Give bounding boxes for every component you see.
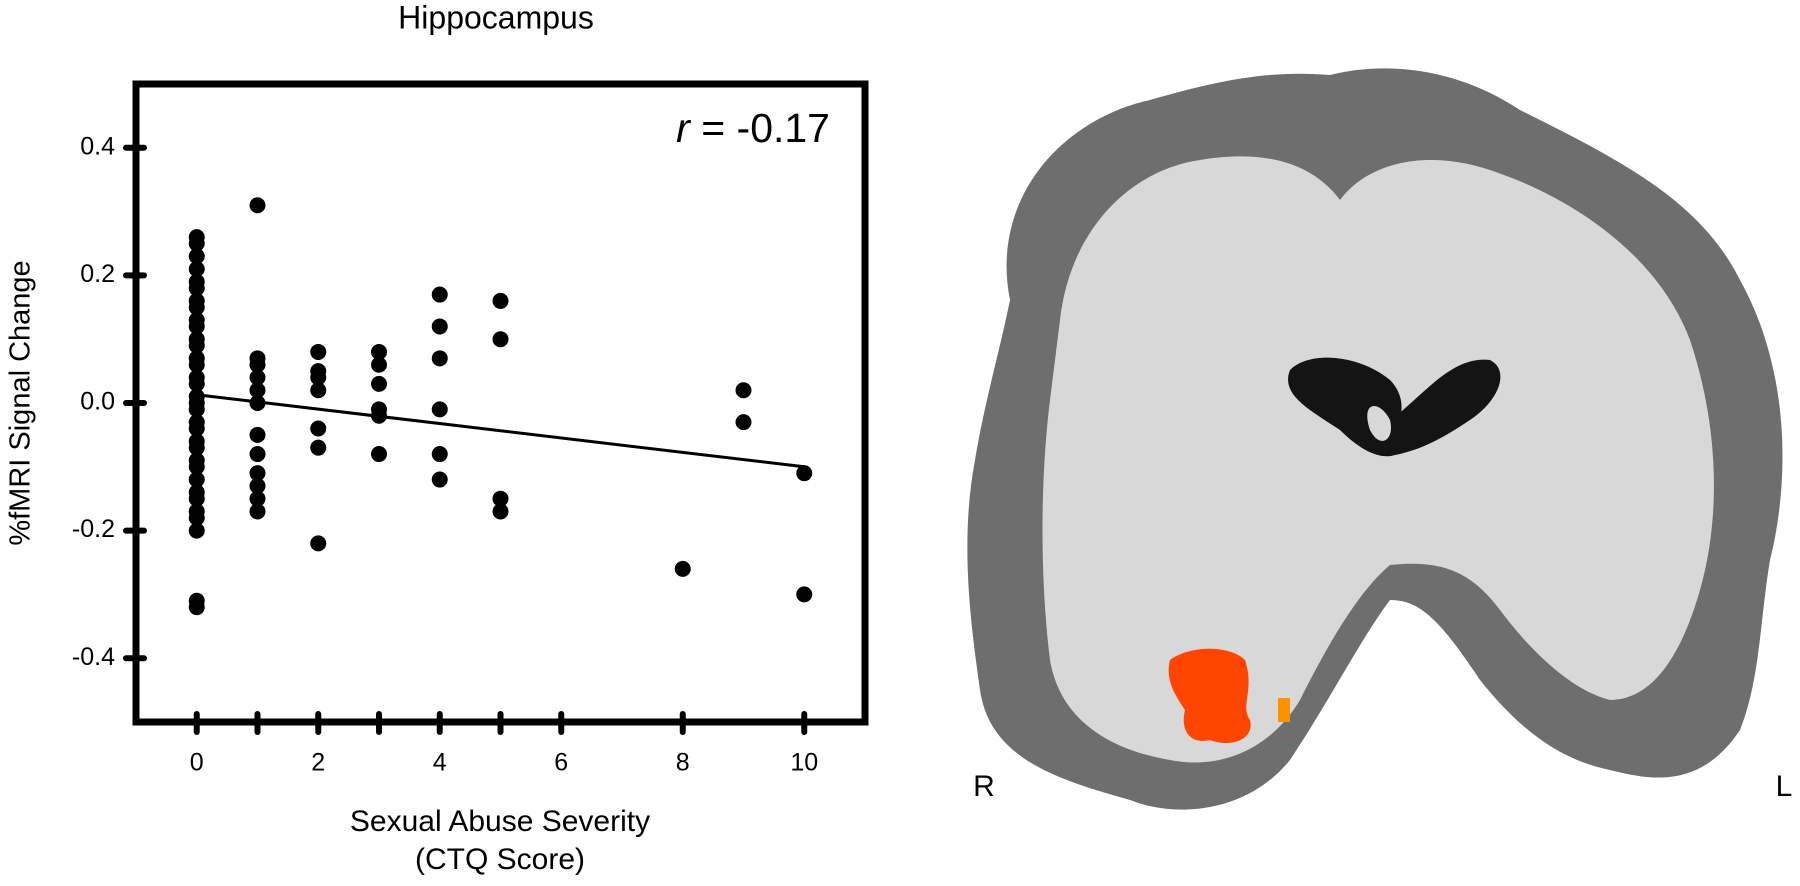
data-point bbox=[492, 292, 509, 309]
data-point bbox=[188, 509, 205, 526]
data-point bbox=[188, 280, 205, 297]
data-point bbox=[674, 560, 691, 577]
y-axis-label: %fMRI Signal Change bbox=[5, 260, 37, 545]
data-point bbox=[188, 458, 205, 475]
x-tick-label: 0 bbox=[190, 749, 204, 777]
y-tick-label: -0.4 bbox=[72, 643, 115, 671]
image-label: L bbox=[1776, 770, 1793, 803]
data-point bbox=[249, 446, 266, 463]
data-point bbox=[249, 465, 266, 482]
activation-cluster bbox=[1168, 648, 1251, 744]
x-tick-label: 10 bbox=[790, 749, 818, 777]
data-point bbox=[188, 318, 205, 335]
data-point bbox=[735, 414, 752, 431]
data-point bbox=[188, 261, 205, 278]
data-point bbox=[431, 446, 448, 463]
data-point bbox=[310, 369, 327, 386]
x-tick-label: 4 bbox=[433, 749, 447, 777]
data-point bbox=[735, 382, 752, 399]
plot-frame bbox=[132, 80, 869, 726]
y-tick-label: 0.4 bbox=[80, 132, 115, 160]
data-point bbox=[249, 426, 266, 443]
data-point bbox=[310, 439, 327, 456]
data-point bbox=[188, 401, 205, 418]
data-point bbox=[310, 382, 327, 399]
data-point bbox=[492, 490, 509, 507]
data-point bbox=[188, 490, 205, 507]
data-point bbox=[431, 318, 448, 335]
data-point bbox=[431, 286, 448, 303]
x-tick-label: 8 bbox=[676, 749, 690, 777]
chart-title: Hippocampus bbox=[398, 0, 594, 35]
data-point bbox=[796, 465, 813, 482]
data-point bbox=[492, 503, 509, 520]
brain-image: R L bbox=[967, 68, 1793, 810]
data-point bbox=[431, 471, 448, 488]
data-point bbox=[188, 471, 205, 488]
data-point bbox=[371, 446, 387, 463]
data-point bbox=[371, 356, 387, 373]
data-point bbox=[796, 586, 813, 603]
y-tick-label: 0.0 bbox=[80, 388, 115, 416]
data-point bbox=[431, 350, 448, 367]
data-point bbox=[310, 343, 327, 360]
data-point bbox=[188, 337, 205, 354]
ventricles bbox=[1288, 357, 1501, 457]
x-tick-label: 2 bbox=[311, 749, 325, 777]
data-point bbox=[249, 477, 266, 494]
y-tick-label: 0.2 bbox=[80, 260, 115, 288]
activation-cluster bbox=[1278, 698, 1290, 722]
image-label: R bbox=[973, 770, 995, 803]
data-point bbox=[371, 343, 387, 360]
data-point bbox=[249, 356, 266, 373]
data-point bbox=[188, 439, 205, 456]
annotation-var: r bbox=[676, 105, 692, 151]
data-point bbox=[188, 375, 205, 392]
data-point bbox=[188, 420, 205, 437]
annotation-text: = -0.17 bbox=[690, 105, 830, 151]
data-point bbox=[188, 299, 205, 316]
data-point bbox=[249, 503, 266, 520]
annotation: r = -0.17 bbox=[676, 105, 830, 151]
data-point bbox=[188, 356, 205, 373]
data-point bbox=[310, 420, 327, 437]
white-matter bbox=[1042, 156, 1714, 763]
data-point bbox=[249, 197, 266, 214]
data-point bbox=[310, 535, 327, 552]
regression-line bbox=[196, 393, 805, 469]
data-point bbox=[188, 599, 205, 616]
data-point bbox=[188, 522, 205, 539]
x-axis-label: Sexual Abuse Severity bbox=[350, 805, 650, 838]
data-point bbox=[188, 248, 205, 265]
data-point bbox=[431, 401, 448, 418]
x-axis-label: (CTQ Score) bbox=[415, 843, 585, 876]
data-point bbox=[249, 490, 266, 507]
data-point bbox=[371, 375, 387, 392]
data-point bbox=[492, 331, 509, 348]
data-point bbox=[249, 369, 266, 386]
x-tick-label: 6 bbox=[554, 749, 568, 777]
data-point bbox=[249, 382, 266, 399]
data-point bbox=[188, 235, 205, 252]
y-tick-label: -0.2 bbox=[72, 515, 115, 543]
